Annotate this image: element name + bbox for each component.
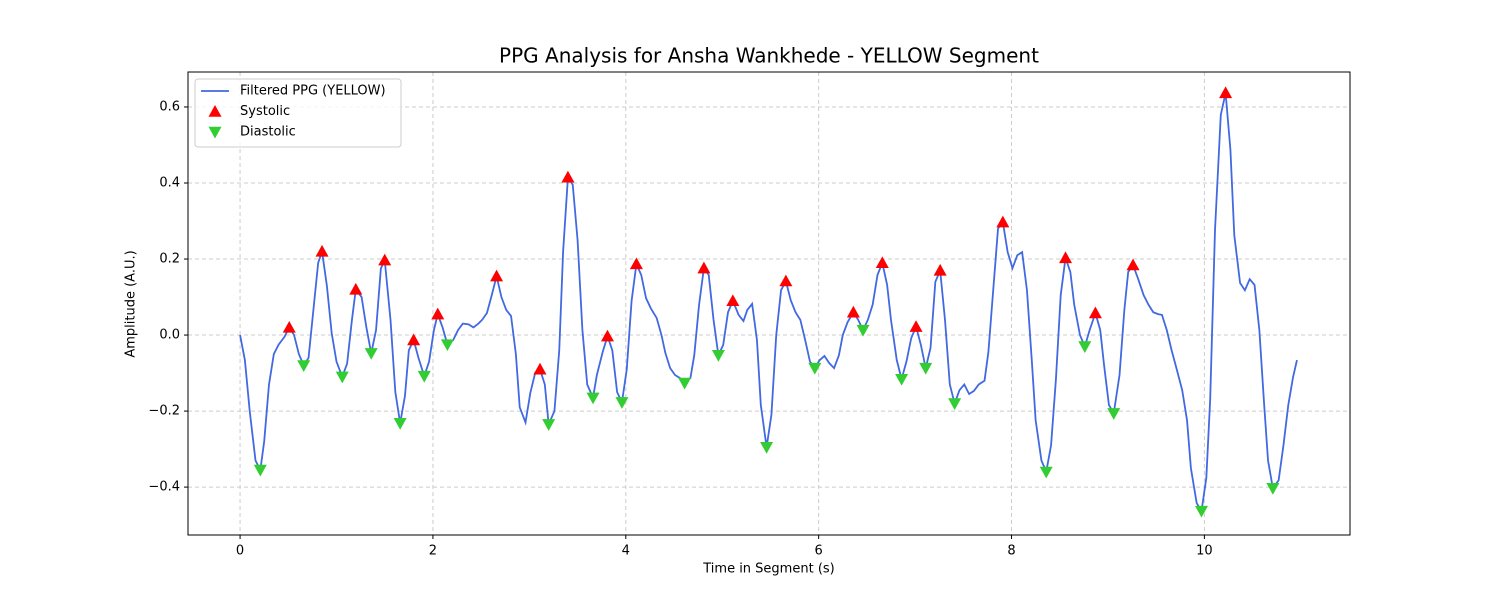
peak-marker: [726, 294, 740, 307]
peak-marker: [1078, 341, 1092, 353]
peak-marker: [282, 320, 296, 333]
peak-marker: [393, 418, 407, 430]
peak-marker: [315, 244, 329, 257]
peak-marker: [1088, 306, 1102, 319]
peak-marker: [349, 282, 363, 295]
peak-marker: [629, 257, 643, 270]
y-tick-label: 0.6: [159, 99, 180, 114]
peak-marker: [533, 362, 547, 375]
peak-marker: [1194, 505, 1208, 518]
x-tick-label: 8: [1007, 544, 1015, 559]
legend-swatch: [208, 126, 222, 139]
peak-marker: [431, 307, 445, 320]
peak-marker: [407, 333, 421, 346]
peak-marker: [253, 464, 267, 477]
legend-label: Systolic: [240, 104, 290, 119]
peak-marker: [297, 360, 311, 372]
peak-marker: [542, 419, 556, 431]
x-tick-label: 10: [1196, 544, 1213, 559]
peak-marker: [490, 269, 504, 282]
peak-marker: [846, 305, 860, 318]
y-tick-label: −0.2: [148, 404, 180, 419]
peak-marker: [760, 441, 774, 454]
peak-marker: [779, 274, 793, 287]
x-tick-label: 0: [236, 544, 244, 559]
ppg-line: [239, 92, 1298, 514]
peak-marker: [1219, 86, 1233, 99]
peak-marker: [808, 362, 822, 375]
legend-label: Diastolic: [240, 125, 296, 140]
x-axis-label: Time in Segment (s): [702, 562, 834, 577]
peak-marker: [1059, 251, 1073, 264]
x-tick-label: 4: [622, 544, 630, 559]
peak-marker: [586, 392, 600, 405]
chart-title: PPG Analysis for Ansha Wankhede - YELLOW…: [499, 44, 1039, 68]
peak-marker: [378, 253, 392, 266]
peak-marker: [417, 370, 431, 383]
plot-frame: [187, 71, 1351, 536]
peak-marker: [856, 324, 870, 337]
peak-marker: [561, 170, 575, 183]
peak-marker: [948, 398, 962, 410]
peak-marker: [600, 329, 614, 342]
peak-marker: [697, 261, 711, 274]
peak-marker: [996, 215, 1010, 228]
y-axis-label: Amplitude (A.U.): [124, 250, 139, 357]
y-tick-label: −0.4: [148, 480, 180, 495]
y-tick-label: 0.2: [159, 252, 180, 267]
peak-marker: [1266, 483, 1280, 495]
peak-marker: [678, 377, 692, 390]
x-tick-label: 6: [815, 544, 823, 559]
peak-marker: [364, 348, 378, 360]
y-tick-label: 0.0: [159, 328, 180, 343]
peak-marker: [909, 320, 923, 332]
peak-marker: [895, 373, 909, 386]
legend-swatch: [208, 105, 222, 117]
peak-marker: [1107, 408, 1121, 420]
peak-marker: [1039, 466, 1053, 479]
peak-marker: [933, 263, 947, 276]
legend-label: Filtered PPG (YELLOW): [240, 84, 386, 99]
peak-marker: [875, 256, 889, 269]
y-tick-label: 0.4: [159, 175, 180, 190]
peak-marker: [919, 362, 933, 375]
peak-marker: [1126, 258, 1140, 271]
peak-marker: [440, 339, 454, 352]
peak-marker: [335, 371, 349, 384]
peak-marker: [615, 397, 629, 409]
legend-box: [194, 78, 402, 148]
x-tick-label: 2: [429, 544, 437, 559]
peak-marker: [711, 349, 725, 362]
